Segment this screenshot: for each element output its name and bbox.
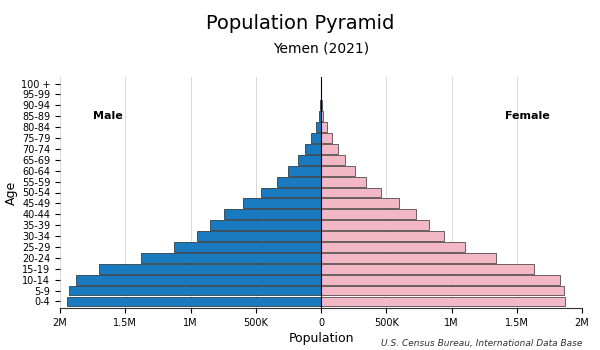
- Bar: [242, 198, 321, 208]
- Bar: [321, 286, 564, 295]
- Bar: [319, 111, 321, 121]
- Bar: [76, 275, 321, 285]
- Bar: [321, 166, 355, 176]
- Text: Female: Female: [505, 111, 550, 121]
- Bar: [298, 155, 321, 165]
- Bar: [321, 111, 323, 121]
- Bar: [321, 253, 496, 263]
- Bar: [321, 220, 430, 230]
- Bar: [67, 296, 321, 306]
- Bar: [141, 253, 321, 263]
- Bar: [321, 242, 464, 252]
- Bar: [321, 275, 560, 285]
- Bar: [321, 133, 332, 143]
- Text: Male: Male: [92, 111, 122, 121]
- Bar: [321, 144, 338, 154]
- Bar: [69, 286, 321, 295]
- Bar: [197, 231, 321, 241]
- X-axis label: Population: Population: [288, 332, 354, 345]
- Bar: [316, 122, 321, 132]
- Text: Population Pyramid: Population Pyramid: [206, 14, 394, 33]
- Bar: [311, 133, 321, 143]
- Bar: [321, 264, 534, 274]
- Y-axis label: Age: Age: [5, 180, 18, 205]
- Bar: [321, 188, 381, 197]
- Bar: [321, 231, 443, 241]
- Bar: [321, 177, 366, 187]
- Bar: [289, 166, 321, 176]
- Bar: [99, 264, 321, 274]
- Text: U.S. Census Bureau, International Data Base: U.S. Census Bureau, International Data B…: [380, 339, 582, 348]
- Bar: [210, 220, 321, 230]
- Bar: [321, 155, 345, 165]
- Bar: [321, 209, 416, 219]
- Bar: [224, 209, 321, 219]
- Bar: [321, 198, 400, 208]
- Bar: [305, 144, 321, 154]
- Bar: [321, 100, 322, 110]
- Bar: [277, 177, 321, 187]
- Bar: [173, 242, 321, 252]
- Bar: [321, 296, 565, 306]
- Bar: [320, 100, 321, 110]
- Bar: [261, 188, 321, 197]
- Title: Yemen (2021): Yemen (2021): [273, 41, 369, 55]
- Bar: [321, 122, 327, 132]
